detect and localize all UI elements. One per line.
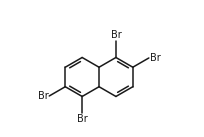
Text: Br: Br	[149, 53, 160, 63]
Text: Br: Br	[38, 91, 48, 101]
Text: Br: Br	[76, 114, 87, 124]
Text: Br: Br	[110, 30, 121, 40]
